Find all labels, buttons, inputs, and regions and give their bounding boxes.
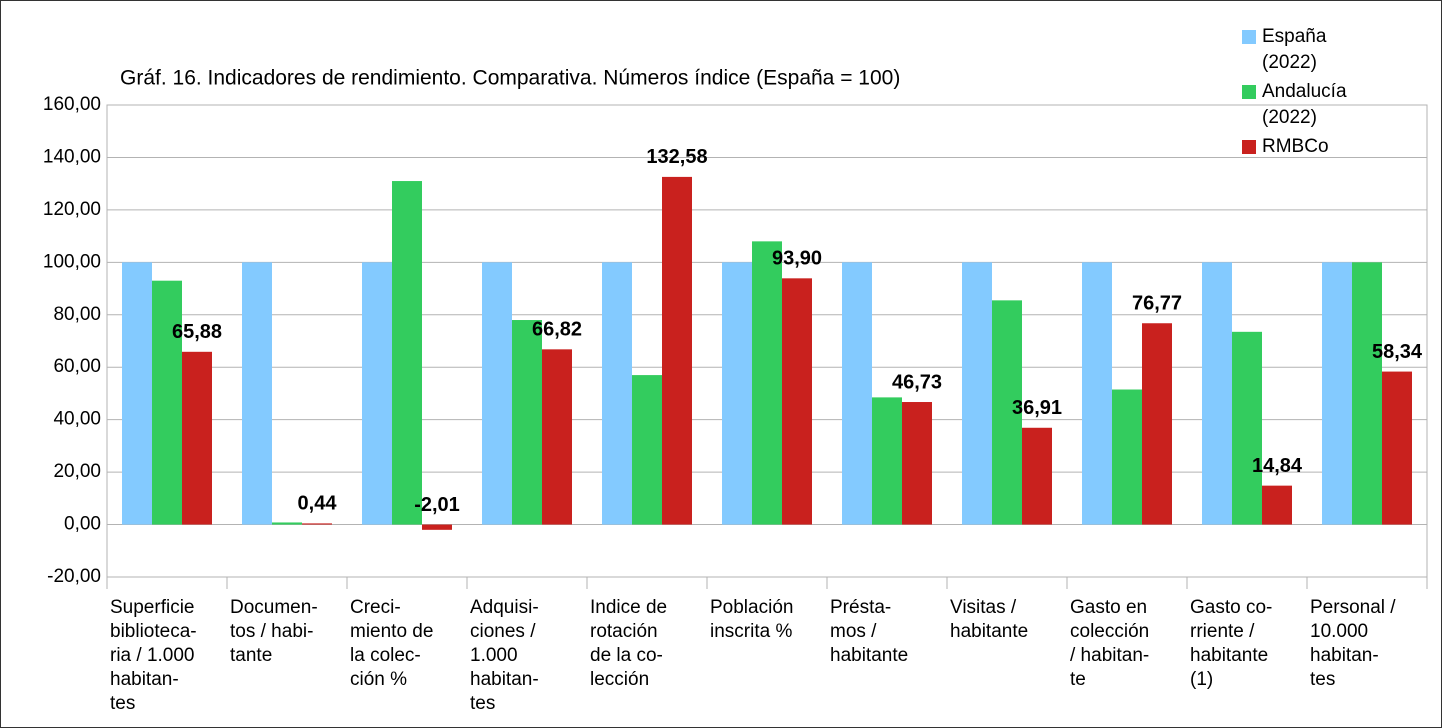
x-tick-label: Gasto co-rriente / habitante (1) xyxy=(1190,597,1272,690)
data-label: 46,73 xyxy=(892,371,942,393)
data-label: 0,44 xyxy=(298,493,338,515)
x-tick-label: Documen-tos / habi-tante xyxy=(230,597,318,666)
bar xyxy=(422,524,452,530)
bar xyxy=(482,262,512,525)
chart-title: Gráf. 16. Indicadores de rendimiento. Co… xyxy=(120,67,900,90)
legend-label: Andalucía (2022) xyxy=(1262,81,1347,128)
bar xyxy=(782,278,812,525)
bar xyxy=(542,349,572,525)
y-tick-label: 60,00 xyxy=(53,356,101,377)
y-tick-label: 100,00 xyxy=(43,251,101,272)
bar xyxy=(842,262,872,525)
x-tick-label: Adquisi-ciones /1.000 habitan-tes xyxy=(470,597,539,714)
legend-swatch xyxy=(1242,85,1256,99)
y-tick-label: 140,00 xyxy=(43,146,101,167)
y-tick-label: 120,00 xyxy=(43,199,101,220)
x-tick-label: Visitas / habitante xyxy=(950,597,1028,642)
bar xyxy=(602,262,632,525)
bar xyxy=(632,375,662,525)
legend-label: RMBCo xyxy=(1262,136,1329,157)
y-tick-label: 160,00 xyxy=(43,94,101,115)
bar xyxy=(872,397,902,525)
bar xyxy=(662,176,692,525)
y-tick-label: 0,00 xyxy=(64,514,101,535)
bar xyxy=(182,351,212,525)
data-label: 58,34 xyxy=(1372,341,1423,363)
x-tick-label: Présta-mos / habitante xyxy=(830,597,908,666)
bar xyxy=(1322,262,1352,525)
legend-swatch xyxy=(1242,30,1256,44)
bar xyxy=(1112,389,1142,525)
y-tick-label: -20,00 xyxy=(47,566,101,587)
x-tick-label: Indice de rotación de la co-lección xyxy=(590,597,667,690)
x-tick-label: Población inscrita % xyxy=(710,597,793,642)
data-label: 93,90 xyxy=(772,248,822,270)
y-tick-label: 80,00 xyxy=(53,304,101,325)
legend-label: España (2022) xyxy=(1262,26,1327,73)
bar xyxy=(1202,262,1232,525)
plot-border xyxy=(106,104,1428,578)
data-label: 66,82 xyxy=(532,319,582,341)
bar xyxy=(242,262,272,525)
bar xyxy=(122,262,152,525)
bar xyxy=(1232,331,1262,525)
bar xyxy=(392,181,422,525)
bar xyxy=(722,262,752,525)
bar xyxy=(1082,262,1112,525)
bar xyxy=(902,402,932,525)
bar xyxy=(992,300,1022,525)
data-label: 76,77 xyxy=(1132,293,1182,315)
data-label: 65,88 xyxy=(172,321,222,343)
x-tick-label: Creci-miento de la colec-ción % xyxy=(350,597,433,690)
data-label: -2,01 xyxy=(414,494,460,516)
bar xyxy=(272,522,302,525)
bar xyxy=(512,320,542,525)
bar xyxy=(1352,262,1382,525)
bar xyxy=(962,262,992,525)
bar xyxy=(1142,323,1172,525)
y-tick-label: 40,00 xyxy=(53,409,101,430)
bar xyxy=(1262,485,1292,525)
data-label: 132,58 xyxy=(646,146,707,168)
data-label: 36,91 xyxy=(1012,397,1062,419)
bar xyxy=(1022,427,1052,525)
bar xyxy=(362,262,392,525)
x-tick-label: Personal /10.000 habitan-tes xyxy=(1310,597,1396,690)
bar xyxy=(152,280,182,525)
legend-swatch xyxy=(1242,140,1256,154)
x-tick-label: Gasto en colección / habitan-te xyxy=(1070,597,1149,690)
bar xyxy=(302,523,332,525)
bar xyxy=(752,241,782,525)
y-tick-label: 20,00 xyxy=(53,461,101,482)
data-label: 14,84 xyxy=(1252,455,1303,477)
x-tick-label: Superficie biblioteca-ria / 1.000 habitan-… xyxy=(110,597,197,714)
bar xyxy=(1382,371,1412,525)
